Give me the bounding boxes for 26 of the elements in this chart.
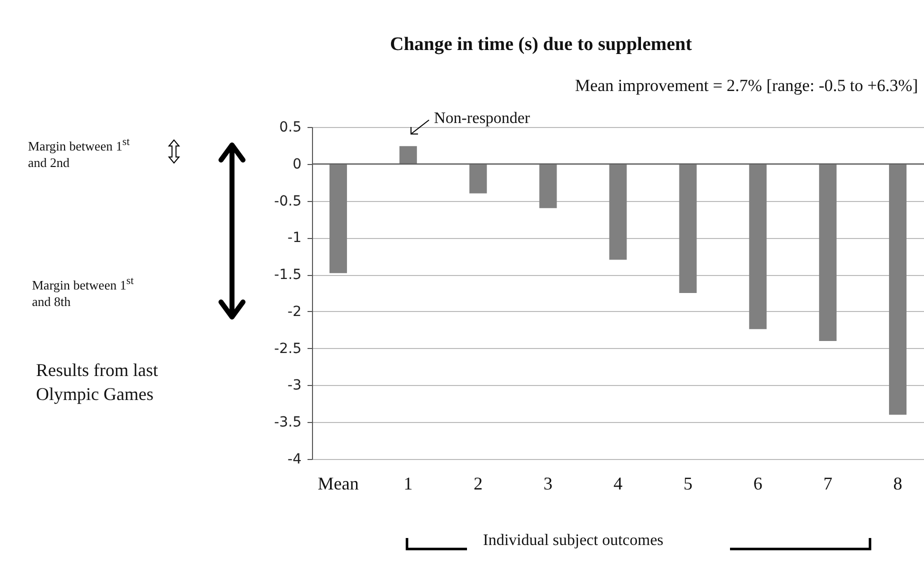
x-tick-label: 7 bbox=[823, 474, 832, 494]
text: Results from last Olympic Games bbox=[36, 359, 159, 406]
y-tick-label: -0.5 bbox=[274, 193, 302, 210]
y-tick-label: -1.5 bbox=[274, 267, 302, 284]
x-tick-label: Mean bbox=[318, 474, 359, 494]
y-tick-label: -3 bbox=[288, 378, 302, 394]
x-tick-label: 8 bbox=[893, 474, 902, 494]
x-tick-label: 3 bbox=[544, 474, 553, 494]
x-tick-label: 5 bbox=[683, 474, 692, 494]
text: Non-responder bbox=[434, 110, 530, 128]
y-tick-label: -2.5 bbox=[274, 340, 302, 357]
text: Margin between 1$^{st}$ and 2nd bbox=[28, 136, 130, 170]
y-tick-label: 0 bbox=[292, 156, 302, 172]
y-tick-label: -3.5 bbox=[274, 414, 302, 431]
text: Individual subject outcomes bbox=[483, 532, 664, 550]
chart-subtitle: Mean improvement = 2.7% [range: -0.5 to +6.3%] bbox=[574, 76, 918, 96]
x-tick-label: 4 bbox=[614, 474, 622, 494]
y-tick-label: -2 bbox=[288, 304, 302, 320]
x-tick-label: 1 bbox=[404, 474, 413, 494]
y-tick-label: 0.5 bbox=[279, 120, 302, 136]
text: Margin between 1$^{st}$ and 8th bbox=[32, 275, 134, 309]
chart-title: Change in time (s) due to supplement bbox=[390, 34, 692, 56]
y-tick-label: -4 bbox=[288, 452, 302, 468]
x-tick-label: 2 bbox=[474, 474, 483, 494]
y-tick-label: -1 bbox=[288, 230, 302, 246]
x-tick-label: 6 bbox=[753, 474, 762, 494]
